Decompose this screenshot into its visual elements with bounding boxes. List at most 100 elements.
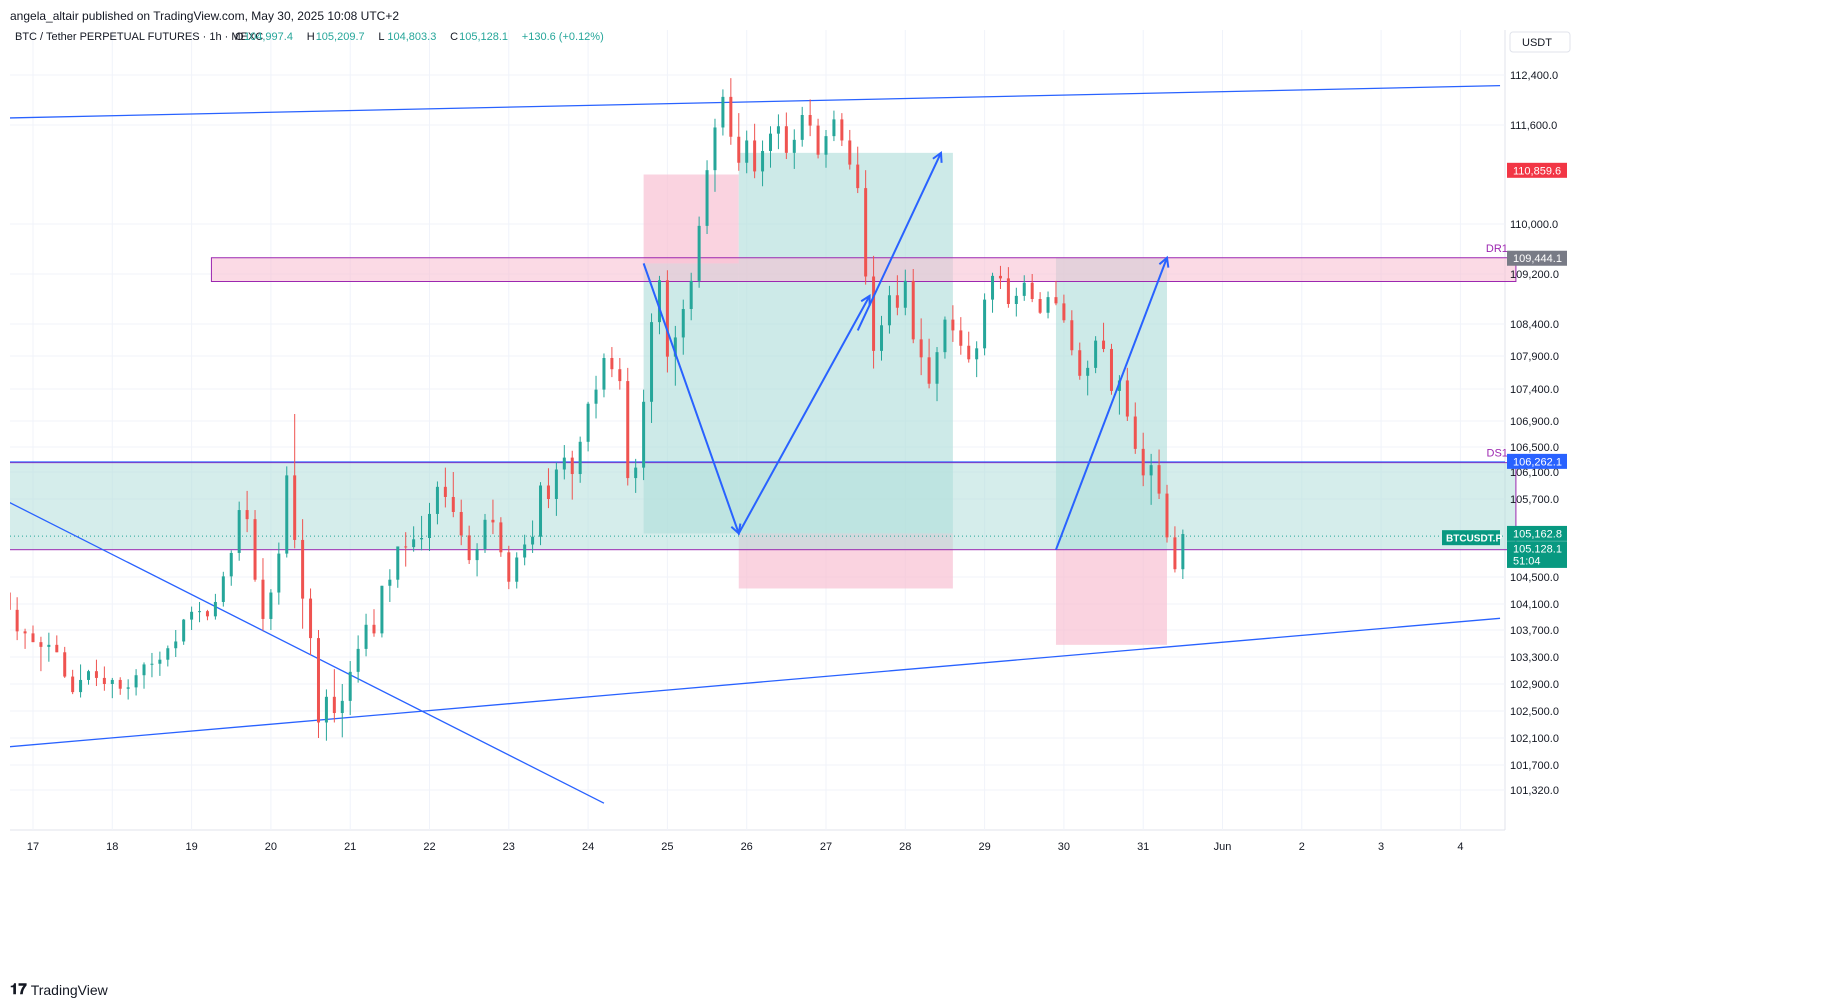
candle-body [586, 403, 590, 442]
candle-body [998, 275, 1002, 279]
candle-body [903, 280, 907, 308]
y-tick-label: 102,900.0 [1510, 679, 1559, 691]
candle-body [729, 96, 733, 137]
trendline[interactable] [10, 84, 1501, 119]
x-tick-label: 3 [1378, 841, 1384, 853]
x-tick-label: 2 [1299, 841, 1305, 853]
price-label: 105,162.8 [1513, 528, 1562, 540]
candle-body [610, 357, 614, 370]
candle-body [213, 601, 217, 617]
trendlines-layer [10, 84, 1505, 804]
candle-body [435, 486, 439, 514]
candle-body [895, 295, 899, 308]
ohlc-part: L [378, 31, 384, 43]
candle-body [713, 127, 717, 171]
candle-body [285, 475, 289, 554]
x-tick-label: 4 [1457, 841, 1463, 853]
ohlc-part: H [307, 31, 315, 43]
candle-body [539, 485, 543, 537]
candle-body [301, 539, 305, 599]
y-tick-label: 108,400.0 [1510, 319, 1559, 331]
candle-body [919, 339, 923, 358]
candle-body [55, 644, 59, 653]
candle-body [768, 133, 772, 151]
price-label-box [1507, 250, 1567, 266]
candle-body [491, 519, 495, 523]
candle-body [1062, 303, 1066, 321]
candle-body [1030, 282, 1034, 299]
zone-ds1[interactable] [10, 462, 1517, 551]
ohlc-part: 105,128.1 [459, 31, 508, 43]
candle-body [983, 299, 987, 349]
candle-body [1149, 465, 1153, 476]
candle-body [721, 96, 725, 128]
price-label-box [1507, 552, 1567, 568]
trendline[interactable] [10, 617, 1501, 748]
candle-body [277, 553, 281, 593]
price-label-box [1507, 453, 1567, 469]
arrows-layer [642, 150, 1170, 551]
candle-body [697, 225, 701, 281]
candle-body [911, 280, 915, 340]
price-label: 109,444.1 [1513, 253, 1562, 265]
candle-body [1102, 340, 1106, 349]
y-tick-label: 101,320.0 [1510, 785, 1559, 797]
currency-label: USDT [1522, 37, 1552, 49]
candle-body [864, 188, 868, 277]
x-tick-label: 25 [661, 841, 673, 853]
candle-body [1133, 416, 1137, 449]
candle-body [578, 441, 582, 475]
candle-body [94, 671, 98, 678]
candle-body [1165, 493, 1169, 538]
candle-body [198, 611, 202, 613]
candle-body [1014, 295, 1018, 304]
trendline[interactable] [10, 498, 605, 804]
candlestick-chart[interactable]: DR1 DS1 112,400.0 111,600.0 110,000.0 109,20… [10, 30, 1835, 974]
projection-arrow[interactable] [1055, 257, 1168, 551]
candle-body [356, 648, 360, 672]
tradingview-footer[interactable]: 𝟏𝟕 TradingView [10, 981, 108, 998]
currency-box[interactable] [1509, 31, 1571, 53]
symbol-legend: BTC / Tether PERPETUAL FUTURES · 1h · ME… [15, 31, 604, 43]
x-tick-label: 23 [503, 841, 515, 853]
candle-body [951, 319, 955, 331]
publisher-line: angela_altair published on TradingView.c… [10, 9, 400, 23]
y-tick-label: 102,100.0 [1510, 733, 1559, 745]
y-tick-label: 106,900.0 [1510, 416, 1559, 428]
candle-body [174, 641, 178, 649]
ohlc-part: +130.6 (+0.12%) [522, 31, 604, 43]
candle-body [10, 592, 11, 610]
candle-body [872, 276, 876, 351]
candle-body [1173, 537, 1177, 570]
candle-body [71, 676, 75, 693]
candle-body [324, 696, 328, 723]
x-tick-label: 24 [582, 841, 594, 853]
candle-body [554, 469, 558, 499]
candle-body [1157, 465, 1161, 494]
candle-body [935, 352, 939, 384]
zone-label: DS1 [1487, 448, 1508, 460]
x-tick-label: 31 [1137, 841, 1149, 853]
candle-body [1094, 340, 1098, 368]
candle-body [546, 485, 550, 499]
candle-body [348, 671, 352, 701]
candle-body [451, 496, 455, 512]
y-tick-label: 101,700.0 [1510, 760, 1559, 772]
candle-body [316, 638, 320, 723]
candle-body [1181, 534, 1185, 570]
candle-body [158, 659, 162, 664]
x-tick-label: 22 [423, 841, 435, 853]
candle-body [792, 139, 796, 153]
zone-dr1[interactable] [210, 257, 1517, 282]
chart-area[interactable]: DR1 DS1 112,400.0 111,600.0 110,000.0 109,20… [10, 30, 1835, 974]
x-tick-label: 27 [820, 841, 832, 853]
candle-body [975, 348, 979, 360]
projection-arrow[interactable] [856, 152, 942, 331]
y-tick-label: 110,000.0 [1510, 219, 1558, 231]
candle-body [784, 126, 788, 153]
candle-body [79, 679, 83, 693]
candle-body [253, 519, 257, 580]
y-tick-label: 112,400.0 [1510, 70, 1558, 82]
candle-body [824, 136, 828, 155]
ohlc-part: O [235, 31, 244, 43]
